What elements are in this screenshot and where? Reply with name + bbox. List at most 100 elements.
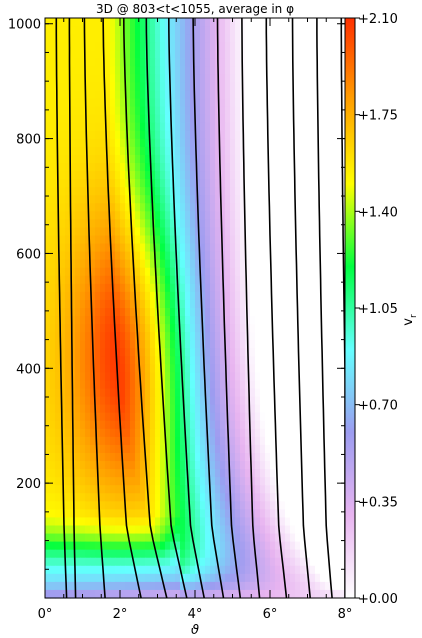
heatmap-cell (115, 187, 121, 196)
heatmap-cell (145, 412, 151, 422)
heatmap-cell (110, 259, 116, 269)
heatmap-cell (245, 26, 251, 35)
heatmap-cell (195, 404, 201, 414)
heatmap-cell (195, 259, 201, 269)
heatmap-cell (315, 227, 321, 237)
heatmap-cell (295, 163, 301, 172)
heatmap-cell (135, 267, 141, 277)
heatmap-cell (200, 581, 206, 591)
heatmap-cell (165, 267, 171, 277)
heatmap-cell (115, 114, 121, 124)
heatmap-cell (55, 589, 61, 599)
heatmap-cell (315, 275, 321, 285)
heatmap-cell (155, 380, 161, 390)
heatmap-cell (335, 501, 341, 510)
heatmap-cell (120, 316, 126, 325)
heatmap-cell (285, 42, 291, 51)
heatmap-cell (235, 50, 241, 59)
heatmap-cell (100, 243, 106, 253)
heatmap-cell (160, 146, 166, 156)
heatmap-cell (135, 259, 141, 269)
heatmap-cell (225, 485, 231, 494)
heatmap-cell (105, 42, 111, 51)
heatmap-cell (225, 283, 231, 293)
heatmap-cell (60, 581, 66, 591)
heatmap-cell (335, 66, 341, 75)
heatmap-cell (310, 26, 316, 35)
heatmap-cell (65, 243, 71, 253)
heatmap-cell (335, 130, 341, 140)
heatmap-cell (50, 267, 56, 277)
heatmap-cell (125, 589, 131, 599)
heatmap-cell (60, 340, 66, 349)
heatmap-cell (210, 404, 216, 414)
heatmap-cell (145, 122, 151, 132)
heatmap-cell (60, 557, 66, 567)
heatmap-cell (235, 525, 241, 535)
heatmap-cell (125, 259, 131, 269)
heatmap-cell (150, 501, 156, 510)
heatmap-cell (265, 34, 271, 43)
heatmap-cell (145, 259, 151, 269)
heatmap-cell (190, 453, 196, 462)
heatmap-cell (200, 291, 206, 301)
heatmap-cell (285, 259, 291, 269)
heatmap-cell (240, 469, 246, 478)
heatmap-cell (120, 179, 126, 188)
heatmap-cell (75, 469, 81, 478)
heatmap-cell (105, 589, 111, 599)
heatmap-cell (45, 275, 51, 285)
heatmap-cell (210, 106, 216, 116)
heatmap-cell (170, 509, 176, 519)
heatmap-cell (230, 396, 236, 406)
heatmap-cell (130, 308, 136, 317)
heatmap-cell (175, 90, 181, 100)
heatmap-cell (175, 211, 181, 220)
heatmap-cell (175, 179, 181, 188)
heatmap-cell (285, 138, 291, 148)
heatmap-cell (85, 364, 91, 374)
heatmap-cell (315, 380, 321, 390)
heatmap-cell (70, 259, 76, 269)
heatmap-cell (125, 356, 131, 365)
heatmap-cell (220, 412, 226, 422)
heatmap-cell (220, 26, 226, 35)
heatmap-cell (285, 428, 291, 438)
heatmap-cell (70, 299, 76, 309)
heatmap-cell (150, 372, 156, 382)
heatmap-cell (275, 130, 281, 140)
heatmap-cell (165, 420, 171, 430)
heatmap-cell (330, 26, 336, 35)
heatmap-cell (200, 453, 206, 462)
heatmap-cell (255, 380, 261, 390)
heatmap-cell (195, 74, 201, 84)
heatmap-cell (50, 154, 56, 164)
heatmap-cell (215, 138, 221, 148)
heatmap-cell (100, 372, 106, 382)
heatmap-cell (240, 163, 246, 172)
heatmap-cell (245, 42, 251, 51)
heatmap-cell (185, 171, 191, 180)
heatmap-cell (170, 98, 176, 108)
heatmap-cell (160, 372, 166, 382)
heatmap-cell (65, 106, 71, 116)
heatmap-cell (335, 404, 341, 414)
heatmap-cell (190, 388, 196, 398)
heatmap-cell (120, 340, 126, 349)
heatmap-cell (65, 138, 71, 148)
heatmap-cell (175, 235, 181, 245)
heatmap-cell (55, 243, 61, 253)
heatmap-cell (310, 340, 316, 349)
heatmap-cell (110, 154, 116, 164)
heatmap-cell (190, 50, 196, 59)
heatmap-cell (295, 219, 301, 229)
heatmap-cell (330, 138, 336, 148)
heatmap-cell (55, 509, 61, 519)
heatmap-cell (65, 130, 71, 140)
heatmap-cell (260, 235, 266, 245)
heatmap-cell (195, 428, 201, 438)
heatmap-cell (200, 267, 206, 277)
heatmap-cell (245, 66, 251, 75)
heatmap-cell (190, 364, 196, 374)
heatmap-cell (335, 340, 341, 349)
